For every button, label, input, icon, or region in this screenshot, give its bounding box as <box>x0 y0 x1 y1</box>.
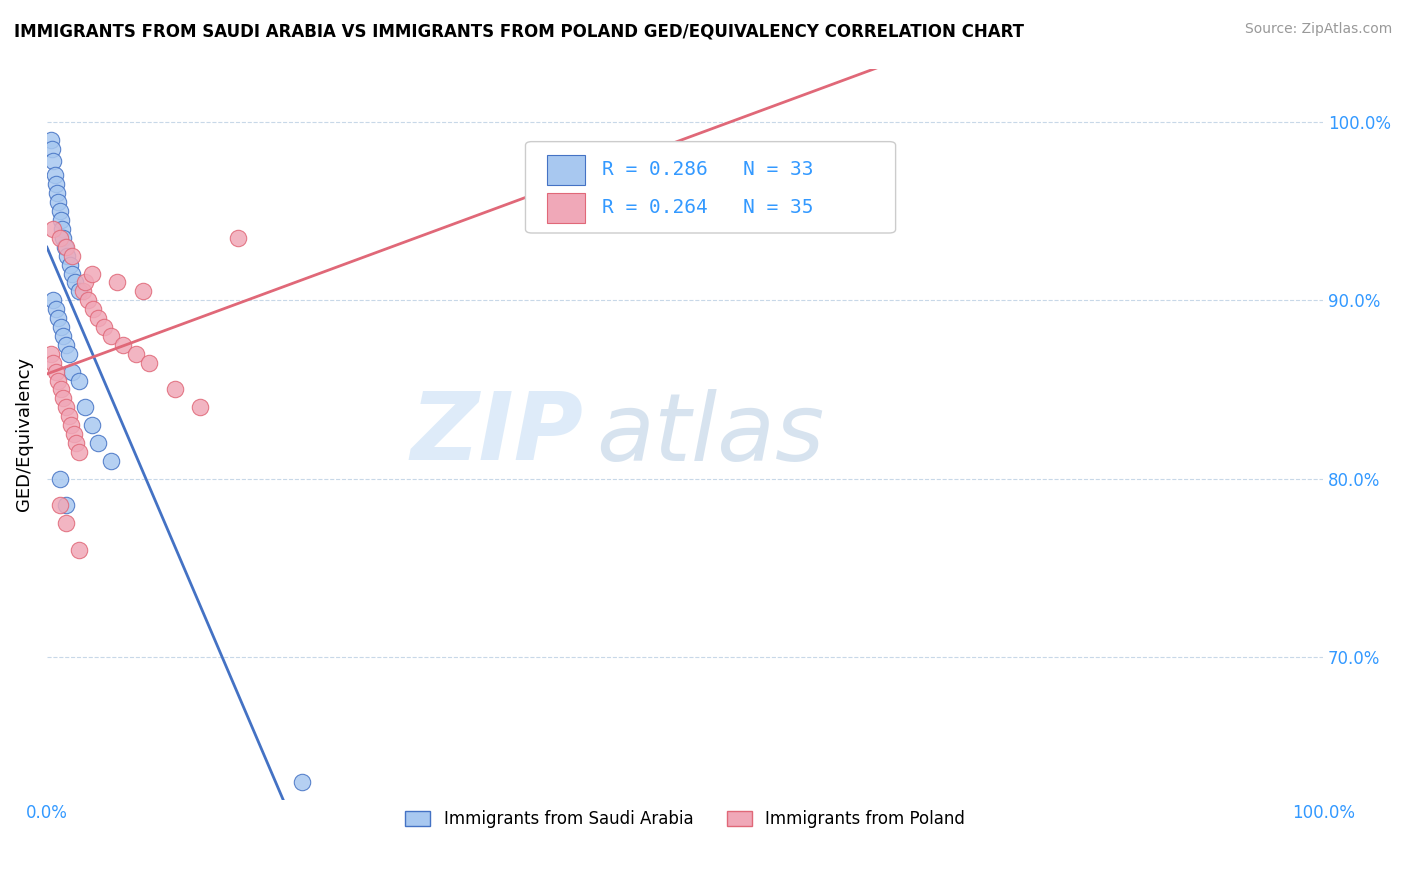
Point <box>87 311 110 326</box>
Point <box>100 454 122 468</box>
Point <box>82 302 104 317</box>
Point <box>52 392 75 406</box>
Point <box>67 445 90 459</box>
Text: atlas: atlas <box>596 389 824 480</box>
Point <box>42 154 65 169</box>
Point <box>138 356 160 370</box>
Point <box>188 401 211 415</box>
Text: ZIP: ZIP <box>411 388 583 480</box>
Point <box>55 338 77 352</box>
Point <box>45 302 67 317</box>
Point <box>42 222 65 236</box>
Bar <box>547 193 585 224</box>
Point <box>87 436 110 450</box>
Point <box>112 338 135 352</box>
Point <box>45 365 67 379</box>
Point <box>62 427 84 442</box>
Text: R = 0.286   N = 33: R = 0.286 N = 33 <box>602 160 814 179</box>
Point <box>46 186 69 201</box>
Point <box>100 329 122 343</box>
Point <box>131 285 153 299</box>
Point <box>76 293 98 308</box>
Point <box>63 276 86 290</box>
Point <box>49 383 72 397</box>
Point <box>291 774 314 789</box>
Point <box>93 320 115 334</box>
Point <box>44 169 66 183</box>
Point <box>48 499 70 513</box>
Point <box>75 276 97 290</box>
Y-axis label: GED/Equivalency: GED/Equivalency <box>15 357 32 511</box>
Point <box>80 418 103 433</box>
Point <box>45 178 67 192</box>
Point <box>52 329 75 343</box>
Text: Source: ZipAtlas.com: Source: ZipAtlas.com <box>1244 22 1392 37</box>
Text: IMMIGRANTS FROM SAUDI ARABIA VS IMMIGRANTS FROM POLAND GED/EQUIVALENCY CORRELATI: IMMIGRANTS FROM SAUDI ARABIA VS IMMIGRAN… <box>14 22 1024 40</box>
Text: R = 0.264   N = 35: R = 0.264 N = 35 <box>602 198 814 217</box>
Point <box>52 231 75 245</box>
Point <box>125 347 148 361</box>
Point <box>163 383 186 397</box>
Point <box>60 418 83 433</box>
Point <box>55 516 77 531</box>
Point <box>53 240 76 254</box>
Point <box>58 409 80 424</box>
Point <box>39 133 62 147</box>
Point <box>42 293 65 308</box>
Bar <box>547 155 585 186</box>
Point <box>72 285 94 299</box>
Point <box>75 401 97 415</box>
Point <box>80 267 103 281</box>
Point <box>48 195 70 210</box>
Point <box>39 347 62 361</box>
Point <box>55 499 77 513</box>
Point <box>58 347 80 361</box>
Point <box>62 365 84 379</box>
Point <box>42 356 65 370</box>
Point <box>55 401 77 415</box>
FancyBboxPatch shape <box>526 142 896 233</box>
Point <box>51 222 73 236</box>
Point <box>62 249 84 263</box>
Point <box>49 213 72 227</box>
Point <box>48 472 70 486</box>
Point <box>105 276 128 290</box>
Point <box>67 285 90 299</box>
Point <box>49 320 72 334</box>
Point <box>67 542 90 557</box>
Point <box>56 249 79 263</box>
Point <box>41 142 63 156</box>
Point <box>48 231 70 245</box>
Point <box>65 436 87 450</box>
Point <box>228 231 250 245</box>
Point <box>48 374 70 388</box>
Point <box>67 374 90 388</box>
Point <box>59 258 82 272</box>
Point <box>48 311 70 326</box>
Point <box>62 267 84 281</box>
Legend: Immigrants from Saudi Arabia, Immigrants from Poland: Immigrants from Saudi Arabia, Immigrants… <box>398 804 972 835</box>
Point <box>55 240 77 254</box>
Point <box>48 204 70 219</box>
